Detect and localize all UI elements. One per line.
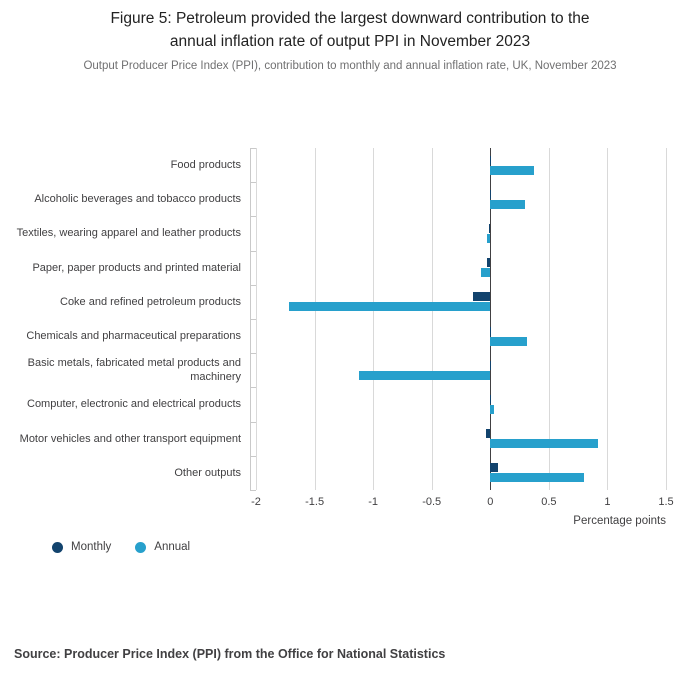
category-label: Other outputs [174,466,241,479]
category-row: Paper, paper products and printed materi… [32,251,666,285]
category-row: Coke and refined petroleum products [60,285,666,319]
x-gridline [548,148,550,490]
category-label: Coke and refined petroleum products [60,295,241,308]
category-row: Basic metals, fabricated metal products … [28,353,666,387]
x-gridline [666,148,667,490]
legend: Monthly Annual [52,541,190,553]
category-row: Textiles, wearing apparel and leather pr… [17,216,666,250]
annual-bar [490,404,494,414]
category-label: Chemicals and pharmaceutical preparation… [26,330,241,343]
x-gridline [314,148,316,490]
category-row: Chemicals and pharmaceutical preparation… [26,319,666,353]
annual-bar [490,165,534,175]
category-tick [250,250,256,252]
category-tick [250,216,256,218]
x-tick-label: 0 [487,496,494,508]
x-tick-label: 0.5 [541,496,557,508]
monthly-bar [490,326,492,336]
annual-bar [490,473,584,483]
legend-item-annual: Annual [135,541,190,553]
category-row: Other outputs [174,456,666,490]
x-axis-title: Percentage points [573,515,666,527]
x-tick-label: -2 [251,496,261,508]
x-tick-label: -0.5 [422,496,442,508]
plot-area: -2 -1.5 -1 -0.5 0 0.5 1 1.5 Food products Alcohol… [17,148,674,508]
category-tick [250,148,256,149]
annual-bar [359,370,491,380]
category-tick [250,490,256,491]
x-gridline [607,148,609,490]
annual-bar [490,199,526,209]
annual-bar [490,336,527,346]
legend-dot-annual [135,541,147,553]
category-row: Motor vehicles and other transport equip… [20,422,666,456]
x-gridline [256,148,257,490]
category-label: Motor vehicles and other transport equip… [19,432,241,445]
category-row: Alcoholic beverages and tobacco products [34,182,666,216]
x-tick-label: -1.5 [305,496,325,508]
category-tick [250,387,256,389]
category-tick [250,421,256,423]
category-tick [250,284,256,286]
monthly-bar [490,155,492,165]
annual-bar [486,233,491,243]
monthly-bar [485,429,491,439]
x-tick-label: 1.5 [658,496,674,508]
legend-dot-monthly [52,541,63,553]
monthly-bar [490,394,492,404]
legend-label: Monthly [71,541,112,553]
category-row: Computer, electronic and electrical prod… [27,387,666,421]
legend-label: Annual [154,541,191,553]
category-row: Food products [171,148,666,182]
x-tick-label: 1 [604,496,611,508]
x-gridline [373,148,375,490]
category-label: Alcoholic beverages and tobacco products [34,193,241,206]
zero-gridline [490,148,492,490]
category-tick [250,319,256,320]
chart-title-line1: Figure 5: Petroleum provided the largest… [110,10,590,27]
source-citation: Source: Producer Price Index (PPI) from … [14,647,446,661]
annual-bar [480,268,491,278]
category-label: Paper, paper products and printed materi… [32,261,241,274]
monthly-bar [490,189,492,199]
monthly-bar [489,223,491,233]
category-label: Textiles, wearing apparel and leather pr… [16,227,241,240]
category-tick [250,353,256,355]
x-tick-label: -1 [368,496,378,508]
annual-bar [490,439,599,449]
annual-bar [288,302,491,312]
category-tick [250,455,256,457]
monthly-bar [490,463,499,473]
chart-subtitle: Output Producer Price Index (PPI), contr… [83,60,617,72]
monthly-bar [486,258,491,268]
chart-title-line2: annual inflation rate of output PPI in N… [169,33,531,50]
monthly-bar [472,292,491,302]
chart-title: Figure 5: Petroleum provided the largest… [0,7,700,53]
category-label: Basic metals, fabricated metal products … [27,357,241,384]
category-label: Computer, electronic and electrical prod… [27,398,241,411]
monthly-bar [490,360,492,370]
x-gridline [431,148,433,490]
category-tick [250,182,256,184]
legend-item-monthly: Monthly [52,541,111,553]
category-label: Food products [170,159,241,172]
